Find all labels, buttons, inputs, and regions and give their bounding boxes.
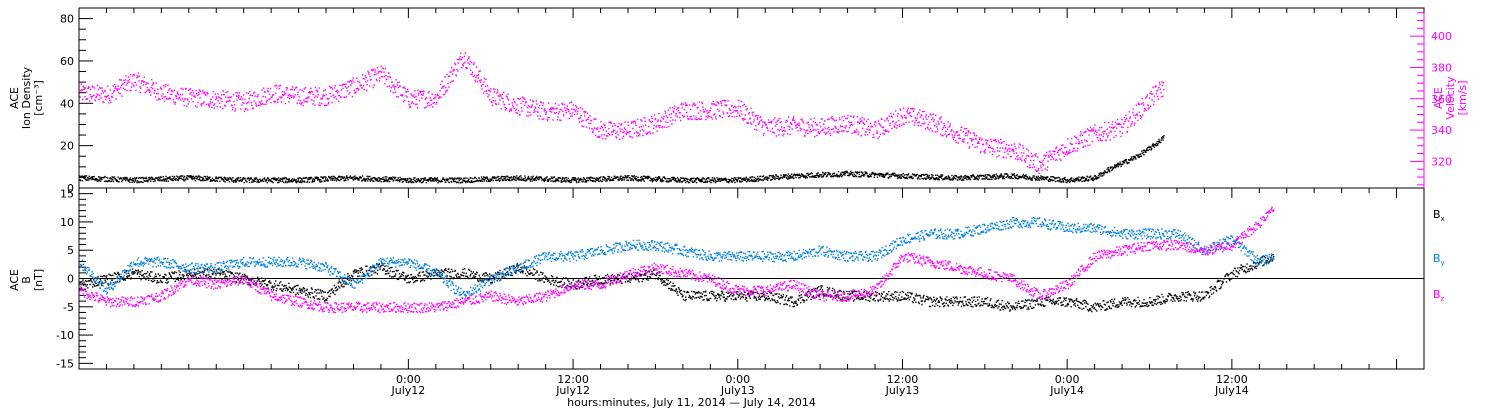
velocity-tick-label: 360	[1431, 93, 1452, 106]
b-tick-label: 5	[67, 244, 74, 257]
density-tick-label: 20	[60, 140, 74, 153]
velocity-axis-title-line: Velocity	[1444, 76, 1457, 120]
legend-By-base: B	[1433, 252, 1441, 265]
legend-Bx-base: B	[1433, 208, 1441, 221]
b-tick-label: -15	[56, 357, 74, 370]
b-axis-title-line: [nT]	[32, 269, 45, 291]
b-axis-title-line: B	[20, 276, 33, 284]
b-tick-label: 0	[67, 273, 74, 286]
velocity-axis-title: ACEVelocity[km/s]	[1432, 76, 1469, 120]
bz-series	[79, 206, 1275, 314]
legend-Bx-sub: x	[1441, 215, 1445, 223]
x-tick-date-label: July12	[555, 384, 590, 397]
density-tick-label: 0	[67, 182, 74, 195]
b-tick-label: -10	[56, 329, 74, 342]
velocity-tick-label: 380	[1431, 61, 1452, 74]
legend-Bz-base: B	[1433, 288, 1441, 301]
legend-By: By	[1433, 252, 1445, 267]
density-axis-title-line: ACE	[8, 87, 21, 109]
legend-Bx: Bx	[1433, 208, 1445, 223]
x-tick-date-label: July13	[885, 384, 920, 397]
b-tick-label: 10	[60, 216, 74, 229]
x-tick-time-label: 12:00	[557, 373, 589, 386]
x-tick-date-label: July14	[1214, 384, 1249, 397]
velocity-tick-label: 400	[1431, 30, 1452, 43]
legend-Bz-sub: z	[1441, 295, 1445, 303]
density-axis-title: ACEIon Density[cm⁻³]	[8, 66, 45, 129]
x-tick-time-label: 0:00	[725, 373, 750, 386]
x-tick-time-label: 12:00	[1216, 373, 1248, 386]
density-axis-title-line: Ion Density	[20, 66, 33, 129]
density-tick-label: 40	[60, 97, 74, 110]
velocity-tick-label: 340	[1431, 124, 1452, 137]
density-tick-label: 60	[60, 55, 74, 68]
b-tick-label: 15	[60, 188, 74, 201]
density-series	[79, 135, 1165, 184]
b-axis-title: ACEB[nT]	[8, 269, 45, 291]
velocity-series	[79, 52, 1165, 175]
x-axis-title: hours:minutes, July 11, 2014 — July 14, …	[567, 396, 816, 409]
velocity-axis-title-line: ACE	[1432, 87, 1445, 109]
density-tick-label: 80	[60, 13, 74, 26]
legend-By-sub: y	[1441, 259, 1445, 267]
x-tick-time-label: 12:00	[887, 373, 919, 386]
x-tick-time-label: 0:00	[396, 373, 421, 386]
x-tick-date-label: July14	[1049, 384, 1084, 397]
x-tick-time-label: 0:00	[1055, 373, 1080, 386]
x-tick-date-label: July12	[390, 384, 425, 397]
x-tick-date-label: July13	[720, 384, 755, 397]
b-tick-label: -5	[63, 301, 74, 314]
density-axis-title-line: [cm⁻³]	[32, 80, 45, 116]
b-axis-title-line: ACE	[8, 269, 21, 291]
velocity-axis-title-line: [km/s]	[1456, 80, 1469, 115]
velocity-tick-label: 320	[1431, 155, 1452, 168]
legend-Bz: Bz	[1433, 288, 1445, 303]
